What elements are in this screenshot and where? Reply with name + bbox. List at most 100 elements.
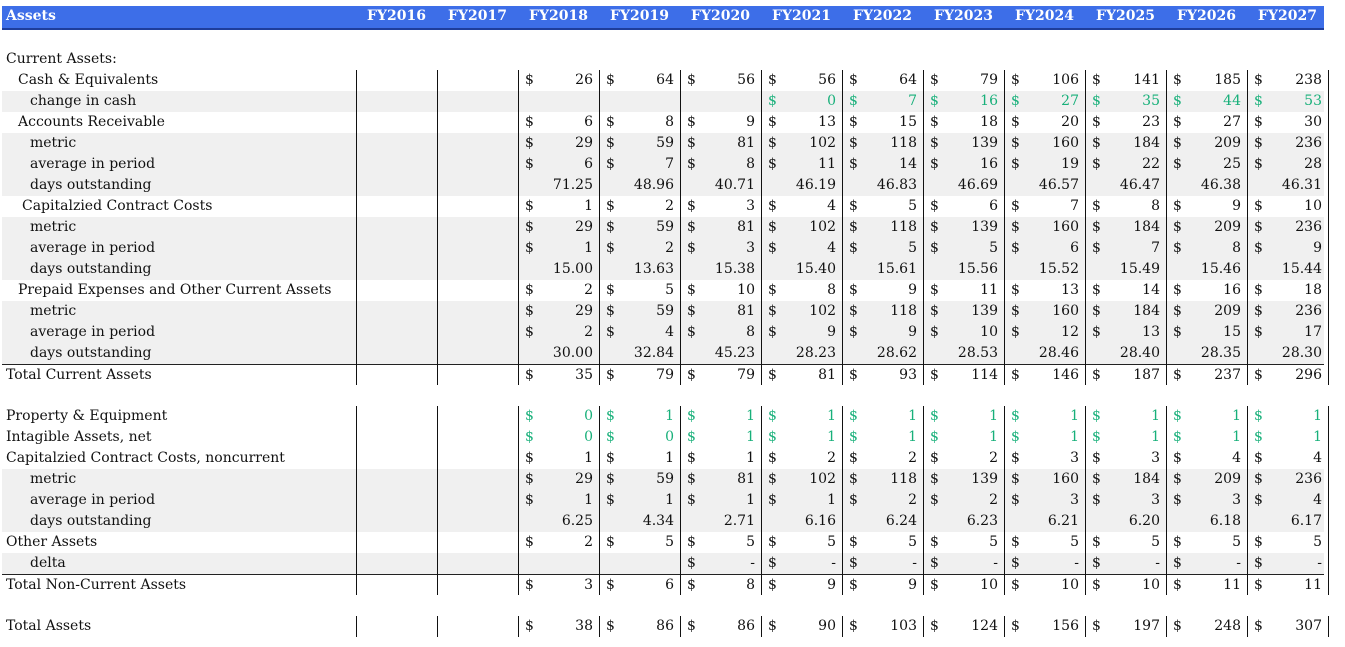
table-cell[interactable]: $5 [842,238,923,259]
table-cell[interactable] [356,133,437,154]
table-cell[interactable]: 48.96 [599,175,680,196]
row-label[interactable]: Intagible Assets, net [6,429,152,445]
table-cell[interactable]: $103 [842,616,923,637]
table-cell[interactable]: $1 [680,406,761,427]
table-cell[interactable]: $5 [1247,532,1328,553]
table-cell[interactable]: $10 [923,322,1004,343]
table-cell[interactable]: $9 [761,322,842,343]
year-header[interactable]: FY2022 [853,8,912,24]
table-cell[interactable]: $38 [518,616,599,637]
table-cell[interactable] [437,70,518,91]
table-cell[interactable]: $1 [599,490,680,511]
table-cell[interactable]: $236 [1247,133,1328,154]
table-cell[interactable]: $5 [923,532,1004,553]
table-cell[interactable]: $7 [1085,238,1166,259]
table-cell[interactable]: $29 [518,301,599,322]
table-cell[interactable]: 15.46 [1166,259,1247,280]
table-cell[interactable]: $184 [1085,469,1166,490]
table-cell[interactable]: 6.25 [518,511,599,532]
table-cell[interactable]: $56 [680,70,761,91]
table-cell[interactable]: $4 [761,238,842,259]
year-header[interactable]: FY2027 [1258,8,1317,24]
table-cell[interactable]: $1 [518,448,599,469]
table-cell[interactable] [356,280,437,301]
table-cell[interactable]: $ - [1085,553,1166,574]
table-cell[interactable]: $9 [842,280,923,301]
row-label[interactable]: Property & Equipment [6,408,168,424]
table-cell[interactable]: $2 [842,448,923,469]
table-cell[interactable]: $1 [680,490,761,511]
table-cell[interactable] [356,154,437,175]
table-cell[interactable]: $9 [842,322,923,343]
table-cell[interactable]: $1 [761,406,842,427]
row-label[interactable]: days outstanding [30,177,152,193]
table-cell[interactable]: $6 [599,575,680,596]
table-cell[interactable] [437,322,518,343]
table-cell[interactable]: $81 [680,301,761,322]
table-cell[interactable] [356,490,437,511]
table-cell[interactable]: $187 [1085,365,1166,386]
table-cell[interactable]: $1 [923,406,1004,427]
row-label[interactable]: delta [30,555,66,571]
table-cell[interactable]: 46.69 [923,175,1004,196]
table-cell[interactable]: $22 [1085,154,1166,175]
row-label[interactable]: Capitalzied Contract Costs [22,198,213,214]
row-label[interactable]: days outstanding [30,513,152,529]
table-cell[interactable]: 6.18 [1166,511,1247,532]
table-cell[interactable]: 30.00 [518,343,599,364]
table-cell[interactable] [599,553,680,574]
table-cell[interactable]: $2 [923,490,1004,511]
table-cell[interactable]: $118 [842,469,923,490]
row-label[interactable]: metric [30,303,77,319]
table-cell[interactable] [437,133,518,154]
table-cell[interactable]: $3 [680,196,761,217]
table-cell[interactable]: $197 [1085,616,1166,637]
table-cell[interactable]: $5 [1166,532,1247,553]
table-cell[interactable]: $1 [518,196,599,217]
table-cell[interactable]: $106 [1004,70,1085,91]
table-cell[interactable]: $10 [1004,575,1085,596]
year-header[interactable]: FY2019 [610,8,669,24]
table-cell[interactable]: $81 [680,133,761,154]
table-cell[interactable]: $146 [1004,365,1085,386]
table-cell[interactable]: $307 [1247,616,1328,637]
table-cell[interactable]: $81 [680,469,761,490]
table-cell[interactable]: $53 [1247,91,1328,112]
table-cell[interactable] [356,553,437,574]
table-cell[interactable]: $5 [680,532,761,553]
table-cell[interactable] [437,575,518,596]
table-cell[interactable]: $2 [923,448,1004,469]
table-cell[interactable]: $35 [1085,91,1166,112]
table-cell[interactable] [356,70,437,91]
table-cell[interactable] [437,427,518,448]
table-cell[interactable]: $0 [599,427,680,448]
table-cell[interactable]: $1 [1247,427,1328,448]
table-cell[interactable] [437,448,518,469]
table-cell[interactable]: $139 [923,469,1004,490]
table-cell[interactable]: 28.40 [1085,343,1166,364]
table-cell[interactable]: $185 [1166,70,1247,91]
table-cell[interactable]: $1 [842,427,923,448]
table-cell[interactable]: $2 [842,490,923,511]
table-cell[interactable]: $7 [842,91,923,112]
table-cell[interactable] [437,112,518,133]
table-cell[interactable]: $29 [518,133,599,154]
table-cell[interactable]: 15.52 [1004,259,1085,280]
table-cell[interactable]: $8 [680,575,761,596]
table-cell[interactable]: $139 [923,217,1004,238]
row-label[interactable]: average in period [30,240,156,256]
table-cell[interactable]: $3 [680,238,761,259]
table-cell[interactable]: $1 [923,427,1004,448]
table-cell[interactable]: $102 [761,133,842,154]
table-cell[interactable]: $3 [1166,490,1247,511]
table-cell[interactable] [518,553,599,574]
table-cell[interactable]: $8 [761,280,842,301]
table-cell[interactable]: $3 [518,575,599,596]
table-cell[interactable] [437,154,518,175]
table-cell[interactable]: $11 [923,280,1004,301]
row-label[interactable]: average in period [30,156,156,172]
table-cell[interactable]: 4.34 [599,511,680,532]
table-cell[interactable]: $18 [1247,280,1328,301]
table-cell[interactable]: $9 [1166,196,1247,217]
table-cell[interactable]: 40.71 [680,175,761,196]
